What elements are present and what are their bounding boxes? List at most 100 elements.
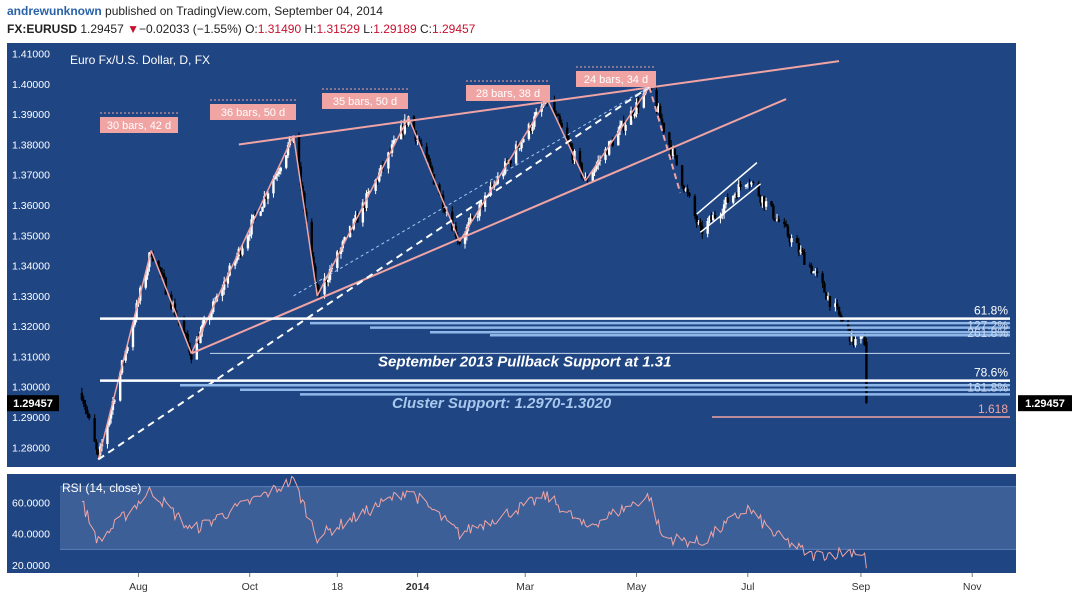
candle-body bbox=[631, 110, 635, 117]
candle-body bbox=[119, 372, 122, 401]
candle-body bbox=[467, 222, 470, 228]
channel-upper bbox=[696, 162, 758, 215]
candle-body bbox=[527, 124, 531, 139]
candle-body bbox=[764, 201, 768, 207]
candle-body bbox=[686, 188, 689, 193]
candle-body bbox=[429, 161, 432, 168]
candle-body bbox=[151, 256, 155, 261]
candle-body bbox=[854, 338, 857, 346]
candle-body bbox=[379, 165, 383, 173]
candle-body bbox=[494, 183, 498, 185]
published-text: published on TradingView.com, September … bbox=[105, 4, 383, 18]
last-price-marker-right bbox=[1018, 395, 1072, 412]
candle-body bbox=[458, 240, 461, 244]
candle-body bbox=[790, 238, 793, 243]
support-annotation: September 2013 Pullback Support at 1.31 bbox=[378, 353, 671, 370]
candle-body bbox=[465, 227, 469, 236]
candle-body bbox=[724, 197, 728, 205]
candle-body bbox=[642, 93, 646, 108]
candle-body bbox=[514, 144, 518, 164]
lower-trendline bbox=[190, 98, 787, 355]
price-tick-right: 1.33000 bbox=[1022, 291, 1060, 303]
candle-body bbox=[710, 216, 713, 221]
candle-body bbox=[584, 176, 587, 178]
candle-body bbox=[668, 132, 671, 145]
rsi-band bbox=[60, 486, 1016, 550]
candle-body bbox=[233, 260, 237, 266]
candle-body bbox=[699, 222, 702, 226]
candle-body bbox=[259, 211, 262, 216]
candle-body bbox=[427, 155, 430, 162]
price-tick-left: 1.41000 bbox=[12, 49, 50, 61]
symbol-label[interactable]: FX:EURUSD bbox=[7, 22, 78, 36]
candle-body bbox=[657, 106, 660, 112]
candle-body bbox=[182, 320, 186, 333]
candle-body bbox=[241, 248, 244, 255]
candle-body bbox=[272, 179, 275, 194]
candle-body bbox=[697, 222, 700, 224]
price-tick-left: 1.40000 bbox=[12, 79, 50, 91]
price-tick-left: 1.37000 bbox=[12, 170, 50, 182]
candle-body bbox=[157, 260, 160, 268]
candle-body bbox=[522, 138, 525, 143]
candle-body bbox=[609, 140, 613, 142]
time-tick-label: Sep bbox=[852, 581, 871, 593]
high-label: H: bbox=[304, 22, 317, 36]
candle-body bbox=[826, 296, 830, 300]
price-tick-left: 1.31000 bbox=[12, 351, 50, 363]
fib-label-lower: 161.8% bbox=[967, 381, 1008, 395]
bar-count-label: 24 bars, 34 d bbox=[584, 74, 648, 86]
candle-body bbox=[108, 418, 111, 426]
candle-body bbox=[810, 265, 813, 274]
candle-body bbox=[622, 120, 625, 131]
price-tick-right: 1.36000 bbox=[1022, 200, 1060, 212]
main-pane[interactable] bbox=[7, 43, 1016, 467]
candle-body bbox=[162, 273, 166, 278]
candle-body bbox=[93, 418, 96, 442]
candle-body bbox=[184, 332, 188, 334]
candle-body bbox=[814, 271, 817, 273]
candle-body bbox=[772, 205, 775, 219]
candle-body bbox=[124, 351, 127, 361]
candle-body bbox=[201, 324, 204, 332]
price-tick-left: 1.33000 bbox=[12, 291, 50, 303]
candle-body bbox=[471, 217, 474, 219]
close-label: C: bbox=[419, 22, 432, 36]
candle-body bbox=[784, 223, 788, 227]
fib-label-lower: 78.6% bbox=[974, 366, 1008, 380]
fib-label-upper: 127.2% bbox=[967, 319, 1008, 333]
author-link[interactable]: andrewunknown bbox=[7, 4, 102, 18]
candle-body bbox=[786, 226, 790, 237]
quote-line: FX:EURUSD 1.29457 ▼−0.02033 (−1.55%) O:1… bbox=[7, 22, 475, 36]
candle-body bbox=[795, 238, 799, 244]
candle-body bbox=[264, 196, 268, 199]
swing-line bbox=[316, 116, 410, 297]
candle-body bbox=[159, 267, 162, 273]
candle-body bbox=[825, 292, 828, 300]
candle-body bbox=[343, 237, 346, 242]
candle-body bbox=[354, 214, 357, 219]
candle-body bbox=[491, 185, 494, 188]
price-tick-right: 1.31000 bbox=[1022, 351, 1060, 363]
candle-body bbox=[529, 124, 532, 131]
candle-body bbox=[197, 338, 200, 344]
candle-body bbox=[617, 130, 620, 146]
swing-line bbox=[546, 98, 587, 182]
candle-body bbox=[376, 179, 379, 182]
candle-body bbox=[199, 331, 202, 344]
rsi-line bbox=[81, 475, 867, 569]
candle-body bbox=[312, 256, 315, 266]
candle-body bbox=[713, 214, 717, 219]
price-tick-right: 1.37000 bbox=[1022, 170, 1060, 182]
candle-body bbox=[146, 267, 149, 276]
rsi-tick-left: 60.0000 bbox=[12, 497, 50, 509]
candle-body bbox=[708, 216, 711, 221]
price-tick-right: 1.28000 bbox=[1022, 442, 1060, 454]
candle-body bbox=[757, 182, 760, 196]
fib-label-upper: 61.8% bbox=[974, 304, 1008, 318]
candle-body bbox=[316, 284, 319, 290]
candle-body bbox=[131, 324, 135, 348]
candle-body bbox=[483, 195, 487, 207]
candle-body bbox=[84, 404, 87, 410]
candle-body bbox=[861, 336, 864, 338]
